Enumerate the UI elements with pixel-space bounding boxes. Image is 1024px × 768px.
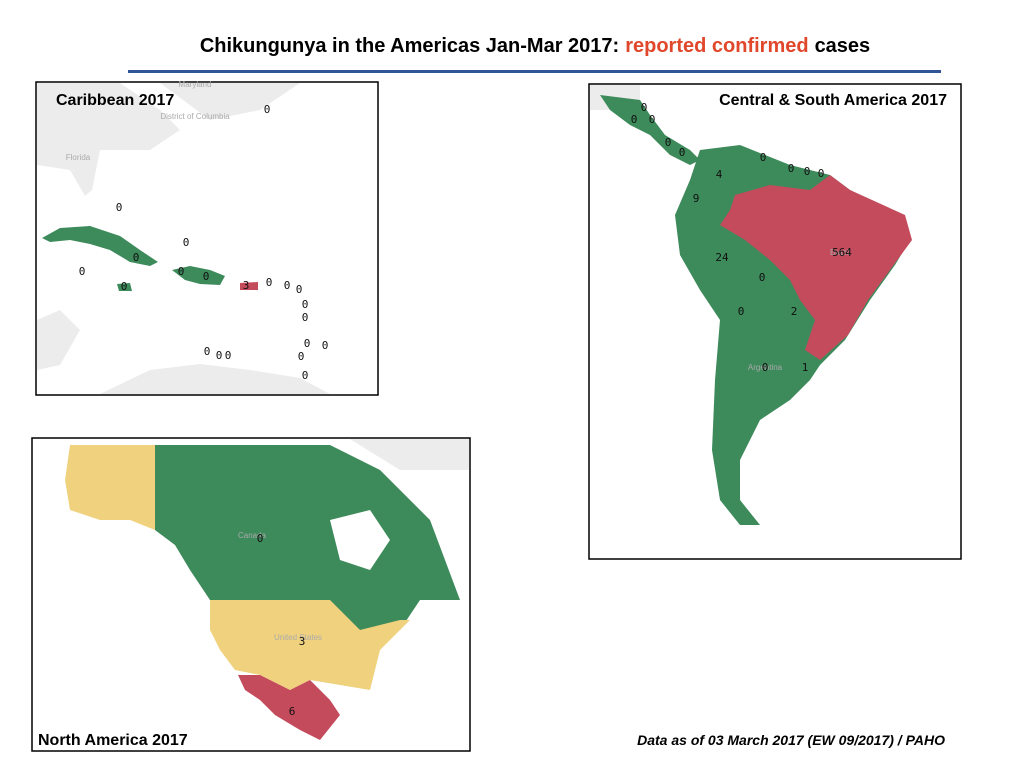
case-count: 0 [679, 146, 686, 159]
case-count: 0 [759, 271, 766, 284]
case-count: 0 [665, 136, 672, 149]
case-count: 24 [715, 251, 729, 264]
slide-title: Chikungunya in the Americas Jan-Mar 2017… [200, 35, 870, 57]
case-count: 0 [788, 162, 795, 175]
title-highlight: reported confirmed [625, 35, 808, 57]
case-count: 0 [225, 349, 232, 362]
case-count: 6 [289, 705, 296, 718]
south-america-map: Central & South America 2017 [588, 83, 962, 560]
case-count: 0 [257, 532, 264, 545]
place-name: Brazil [830, 248, 850, 257]
case-count: 9 [693, 192, 700, 205]
case-count: 1 [802, 361, 809, 374]
panel-title: North America 2017 [38, 732, 188, 749]
place-name: District of Columbia [160, 112, 230, 121]
case-count: 0 [649, 113, 656, 126]
case-count: 0 [302, 298, 309, 311]
case-count: 0 [762, 361, 769, 374]
place-name: United States [274, 633, 322, 642]
case-count: 0 [284, 279, 291, 292]
united-states [210, 600, 410, 690]
case-count: 3 [243, 279, 250, 292]
hispaniola [172, 266, 225, 285]
case-count: 0 [121, 280, 128, 293]
footer-source: Data as of 03 March 2017 (EW 09/2017) / … [637, 732, 945, 748]
land [37, 310, 80, 370]
panel-title: Central & South America 2017 [719, 92, 947, 109]
case-count: 0 [302, 311, 309, 324]
panel-frame [35, 81, 379, 396]
case-count: 0 [203, 270, 210, 283]
panel-frame [588, 83, 962, 560]
caribbean-map: Caribbean 2017 [35, 81, 379, 396]
case-count: 0 [133, 251, 140, 264]
title-rule [128, 70, 941, 73]
case-count: 0 [266, 276, 273, 289]
case-count: 0 [738, 305, 745, 318]
case-count: 0 [804, 165, 811, 178]
case-count: 0 [216, 349, 223, 362]
hudson-bay [330, 510, 390, 570]
case-count: 0 [264, 103, 271, 116]
land [160, 83, 300, 120]
case-count: 0 [183, 236, 190, 249]
case-count: 0 [204, 345, 211, 358]
alaska [65, 445, 155, 530]
brazil [720, 175, 912, 360]
case-count: 0 [760, 151, 767, 164]
title-prefix: Chikungunya in the Americas Jan-Mar 2017… [200, 35, 619, 57]
panel-frame [31, 437, 471, 752]
case-count: 0 [818, 167, 825, 180]
puerto-rico [240, 282, 258, 290]
central-america [600, 95, 700, 165]
greenland [350, 439, 469, 470]
mexico [238, 675, 340, 740]
north-america-labels: Canada United States 0 3 6 [238, 531, 322, 718]
place-name: Canada [238, 531, 267, 540]
panel-title: Caribbean 2017 [56, 92, 174, 109]
place-name: Maryland [179, 80, 212, 89]
land [37, 83, 180, 196]
case-count: 0 [322, 339, 329, 352]
case-count: 0 [178, 265, 185, 278]
case-count: 0 [641, 101, 648, 114]
case-count: 0 [79, 265, 86, 278]
case-count: 0 [302, 369, 309, 382]
title-suffix: cases [815, 35, 871, 57]
place-name: Florida [66, 153, 91, 162]
case-count: 0 [631, 113, 638, 126]
case-count: 0 [304, 337, 311, 350]
cuba [42, 226, 158, 266]
case-count: 0 [296, 283, 303, 296]
case-count: 2 [791, 305, 798, 318]
case-count: 3 [299, 635, 306, 648]
canada [155, 445, 460, 630]
north-america-map: North America 2017 [31, 437, 471, 752]
jamaica [117, 283, 132, 291]
case-count: 0 [116, 201, 123, 214]
case-count: 4 [716, 168, 723, 181]
land [100, 364, 330, 394]
place-name: Argentina [748, 363, 783, 372]
case-count: 564 [832, 246, 852, 259]
case-count: 0 [298, 350, 305, 363]
